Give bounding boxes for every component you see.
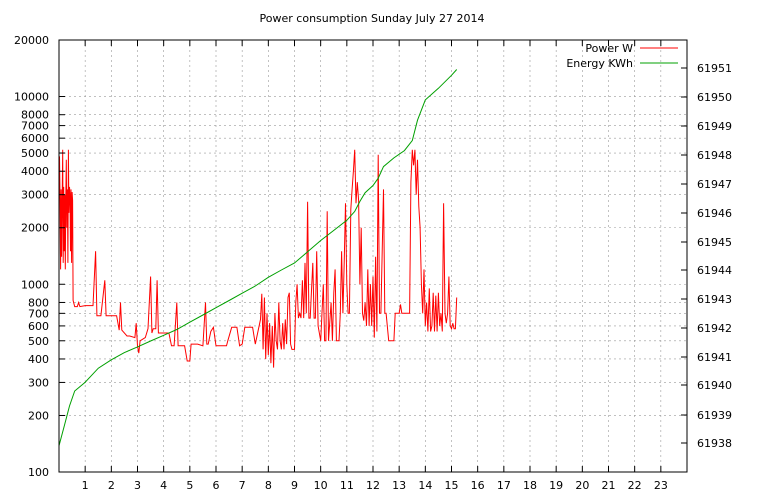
x-tick-label: 21 [602,479,616,492]
x-tick-label: 16 [471,479,485,492]
x-tick-label: 10 [314,479,328,492]
chart-title: Power consumption Sunday July 27 2014 [260,12,485,25]
series-line-power [58,149,458,368]
x-tick-label: 5 [186,479,193,492]
series-line-energy [58,69,458,446]
x-tick-label: 11 [340,479,354,492]
x-tick-label: 6 [213,479,220,492]
y-left-tick-label: 20000 [14,34,49,47]
y-right-tick-label: 61947 [697,178,732,191]
y-left-tick-label: 2000 [21,222,49,235]
y-left-tick-label: 7000 [21,120,49,133]
y-left-tick-label: 500 [28,335,49,348]
y-left-tick-label: 4000 [21,165,49,178]
y-right-tick-label: 61939 [697,409,732,422]
y-right-tick-label: 61946 [697,207,732,220]
series-layer [58,69,458,446]
x-tick-label: 20 [575,479,589,492]
y-left-tick-label: 400 [28,353,49,366]
x-tick-label: 9 [291,479,298,492]
y-left-tick-label: 3000 [21,189,49,202]
y-right-tick-label: 61940 [697,379,732,392]
y-left-tick-label: 100 [28,466,49,479]
y-left-tick-label: 8000 [21,109,49,122]
y-right-tick-label: 61950 [697,91,732,104]
y-left-tick-label: 200 [28,409,49,422]
x-tick-label: 2 [108,479,115,492]
x-tick-label: 7 [239,479,246,492]
y-right-tick-label: 61949 [697,120,732,133]
axis-ticks: 1 2 3 4 5 6 7 8 9 10 11 12 13 14 15 16 17 18 19 20 21 22 23100… [14,34,732,492]
y-right-tick-label: 61943 [697,293,732,306]
y-right-tick-label: 61948 [697,149,732,162]
legend-label-energy: Energy KWh [566,57,633,70]
x-tick-label: 19 [549,479,563,492]
x-tick-label: 4 [160,479,167,492]
x-tick-label: 1 [82,479,89,492]
y-left-tick-label: 600 [28,320,49,333]
y-left-tick-label: 700 [28,307,49,320]
y-right-tick-label: 61942 [697,322,732,335]
x-tick-label: 15 [445,479,459,492]
y-left-tick-label: 800 [28,296,49,309]
y-left-tick-label: 5000 [21,147,49,160]
legend-label-power: Power W [585,42,633,55]
x-tick-label: 18 [523,479,537,492]
y-left-tick-label: 10000 [14,91,49,104]
y-left-tick-label: 300 [28,376,49,389]
x-tick-label: 22 [628,479,642,492]
x-tick-label: 13 [392,479,406,492]
x-tick-label: 14 [418,479,432,492]
x-tick-label: 12 [366,479,380,492]
x-tick-label: 17 [497,479,511,492]
x-tick-label: 3 [134,479,141,492]
y-right-tick-label: 61951 [697,62,732,75]
y-right-tick-label: 61944 [697,264,732,277]
y-right-tick-label: 61945 [697,236,732,249]
legend: Power W Energy KWh [566,42,678,70]
y-left-tick-label: 6000 [21,132,49,145]
y-left-tick-label: 1000 [21,278,49,291]
y-right-tick-label: 61938 [697,437,732,450]
y-right-tick-label: 61941 [697,351,732,364]
x-tick-label: 8 [265,479,272,492]
x-tick-label: 23 [654,479,668,492]
